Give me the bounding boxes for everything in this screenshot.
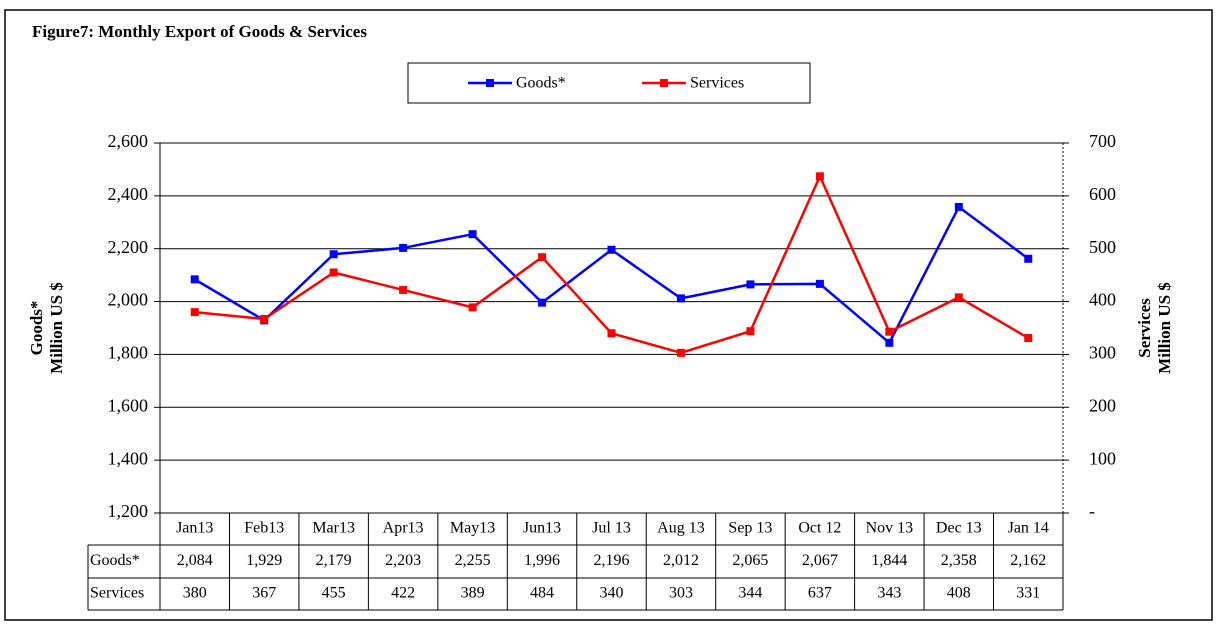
y2-tick-label: 600 bbox=[1089, 184, 1116, 204]
table-value: 389 bbox=[461, 585, 485, 602]
table-value: 340 bbox=[600, 585, 624, 602]
y2-tick-label: 700 bbox=[1089, 131, 1116, 151]
table-value: 343 bbox=[877, 585, 901, 602]
category-label: Oct 12 bbox=[798, 520, 841, 537]
table-value: 1,844 bbox=[871, 552, 907, 569]
marker bbox=[260, 315, 269, 324]
category-label: Apr13 bbox=[383, 520, 424, 537]
table-value: 303 bbox=[669, 585, 693, 602]
table-value: 637 bbox=[808, 585, 832, 602]
y2-axis-title: Million US $ bbox=[1155, 282, 1174, 374]
y-tick-label: 1,400 bbox=[108, 448, 149, 468]
category-label: Sep 13 bbox=[728, 520, 772, 537]
marker bbox=[468, 230, 477, 239]
category-label: Jul 13 bbox=[592, 520, 631, 537]
table-value: 2,012 bbox=[663, 552, 699, 569]
legend-label: Services bbox=[690, 75, 744, 92]
marker bbox=[885, 327, 894, 336]
table-value: 367 bbox=[252, 585, 276, 602]
y-axis-title: Goods* bbox=[27, 301, 46, 356]
table-value: 2,255 bbox=[455, 552, 491, 569]
table-value: 484 bbox=[530, 585, 554, 602]
marker bbox=[885, 338, 894, 347]
y-tick-label: 1,600 bbox=[108, 395, 149, 415]
y-tick-label: 2,200 bbox=[108, 237, 149, 257]
table-value: 2,084 bbox=[177, 552, 213, 569]
y-tick-label: 2,400 bbox=[108, 184, 149, 204]
marker bbox=[607, 245, 616, 254]
chart-title: Figure7: Monthly Export of Goods & Servi… bbox=[32, 22, 367, 41]
marker bbox=[399, 243, 408, 252]
legend-label: Goods* bbox=[516, 75, 566, 92]
category-label: Jan 14 bbox=[1008, 520, 1049, 537]
table-value: 1,929 bbox=[246, 552, 282, 569]
marker bbox=[329, 250, 338, 259]
table-value: 2,067 bbox=[802, 552, 838, 569]
y2-tick-label: 200 bbox=[1089, 395, 1116, 415]
marker bbox=[954, 293, 963, 302]
category-label: Dec 13 bbox=[936, 520, 982, 537]
y2-tick-label: 300 bbox=[1089, 343, 1116, 363]
table-value: 2,196 bbox=[594, 552, 630, 569]
marker bbox=[538, 298, 547, 307]
table-value: 331 bbox=[1016, 585, 1040, 602]
category-label: Jan13 bbox=[176, 520, 213, 537]
category-label: Mar13 bbox=[312, 520, 355, 537]
legend-marker bbox=[486, 79, 494, 87]
marker bbox=[607, 329, 616, 338]
row-label: Services bbox=[90, 585, 144, 602]
marker bbox=[468, 303, 477, 312]
marker bbox=[190, 308, 199, 317]
table-value: 2,203 bbox=[385, 552, 421, 569]
marker bbox=[190, 275, 199, 284]
y-tick-label: 1,200 bbox=[108, 501, 149, 521]
marker bbox=[954, 202, 963, 211]
marker bbox=[676, 348, 685, 357]
table-value: 2,179 bbox=[316, 552, 352, 569]
frame bbox=[4, 9, 1213, 621]
table-value: 422 bbox=[391, 585, 415, 602]
table-value: 2,162 bbox=[1010, 552, 1046, 569]
marker bbox=[399, 285, 408, 294]
marker bbox=[1024, 334, 1033, 343]
marker bbox=[746, 280, 755, 289]
marker bbox=[538, 253, 547, 262]
y2-tick-label: - bbox=[1089, 501, 1095, 521]
legend-marker bbox=[660, 79, 668, 87]
table-value: 380 bbox=[183, 585, 207, 602]
row-label: Goods* bbox=[90, 552, 140, 569]
marker bbox=[746, 327, 755, 336]
marker bbox=[1024, 254, 1033, 263]
y-tick-label: 1,800 bbox=[108, 343, 149, 363]
y-tick-label: 2,600 bbox=[108, 131, 149, 151]
category-label: Feb13 bbox=[244, 520, 284, 537]
table-value: 2,065 bbox=[732, 552, 768, 569]
marker bbox=[815, 172, 824, 181]
table-value: 1,996 bbox=[524, 552, 560, 569]
marker bbox=[815, 279, 824, 288]
marker bbox=[676, 294, 685, 303]
table-value: 408 bbox=[947, 585, 971, 602]
table-value: 2,358 bbox=[941, 552, 977, 569]
table-value: 344 bbox=[738, 585, 762, 602]
y2-tick-label: 100 bbox=[1089, 448, 1116, 468]
category-label: Jun13 bbox=[523, 520, 561, 537]
y-axis-title: Million US $ bbox=[47, 282, 66, 374]
table-value: 455 bbox=[322, 585, 346, 602]
category-label: Aug 13 bbox=[657, 520, 705, 537]
y2-tick-label: 400 bbox=[1089, 290, 1116, 310]
marker bbox=[329, 268, 338, 277]
y2-tick-label: 500 bbox=[1089, 237, 1116, 257]
y-tick-label: 2,000 bbox=[108, 290, 149, 310]
category-label: May13 bbox=[450, 520, 495, 537]
category-label: Nov 13 bbox=[866, 520, 914, 537]
y2-axis-title: Services bbox=[1135, 298, 1154, 358]
